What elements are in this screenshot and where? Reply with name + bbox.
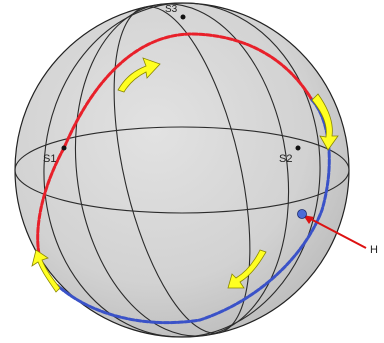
s2-point [295,145,301,151]
h-point-marker [297,209,307,219]
curved-direction-arrow-icon [227,249,267,289]
meridian-circle-3 [43,2,321,338]
equator-circle [14,126,350,214]
h-pointer-line [304,215,367,249]
blue-trajectory [56,98,331,325]
h-pointer-arrowhead [303,215,314,224]
curved-direction-arrow-icon [31,249,61,293]
direction-arrows [31,57,339,293]
label-h: H [370,244,378,256]
curved-direction-arrow-icon [117,57,161,93]
label-s2: S2 [279,153,292,165]
s1-point [61,145,67,151]
curved-direction-arrow-icon [311,93,339,151]
label-s1: S1 [43,153,56,165]
meridian-circle-2 [74,3,290,337]
meridian-circle-1 [113,6,251,334]
label-s3: S3 [165,4,178,15]
sphere-body [14,2,350,338]
s3-point [180,14,186,20]
